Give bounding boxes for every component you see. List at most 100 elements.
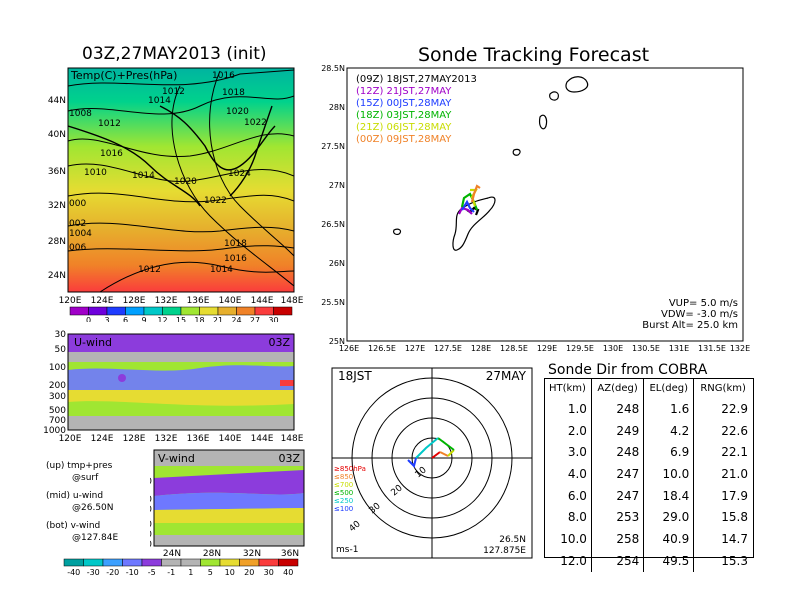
colorbar-swatch [258, 558, 279, 567]
island-outline [452, 196, 496, 251]
pressure-tick: 700 [49, 416, 66, 426]
table-cell: 12.0 [560, 553, 587, 568]
table-cell: 21.0 [693, 463, 752, 485]
v-wind-time: 03Z [278, 452, 300, 465]
lat-tick: 28N [329, 103, 345, 112]
table-cell: 10.0 [643, 463, 694, 485]
colorbar-swatch [69, 306, 89, 316]
colorbar-swatch [141, 558, 162, 567]
table-cell: 4.2 [643, 419, 694, 442]
table-row: 4.0 247 10.0 21.0 [544, 463, 752, 485]
contour-label: 1024 [228, 169, 251, 179]
table-cell: 249 [590, 419, 644, 442]
lon-tick: 126E [339, 344, 359, 352]
table-cell: 1.0 [567, 401, 587, 416]
lon-tick: 129.5E [566, 344, 594, 352]
contour-label: 1016 [212, 71, 235, 81]
contour-label: 1016 [100, 149, 123, 159]
lat-tick: 26N [329, 259, 345, 268]
table-cell: 22.1 [693, 441, 752, 464]
pressure-tick: 30 [55, 330, 67, 340]
isobar-contour [68, 95, 294, 115]
contour-label: 1016 [224, 254, 247, 264]
lat-tick: 26.5N [321, 220, 345, 229]
lon-tick: 128E [123, 296, 146, 306]
note-bot-level: @127.84E [72, 533, 119, 543]
lon-tick: 148E [281, 296, 304, 306]
left-title: 03Z,27MAY2013 (init) [82, 44, 267, 64]
colorbar-swatch [199, 306, 219, 316]
pressure-tick: 50 [55, 345, 67, 355]
colorbar-label: 40 [283, 568, 293, 577]
lon-tick: 120E [59, 434, 82, 444]
island-outline [565, 76, 589, 93]
lon-tick: 120E [59, 296, 82, 306]
colorbar-label: 10 [225, 568, 235, 577]
colorbar-swatch [88, 306, 108, 316]
pressure-tick: 300 [150, 505, 152, 515]
table-header: HT(km) [548, 382, 586, 394]
polar-legend: ≥850hPa≤850≤700≤500≤250≤100 [334, 465, 366, 513]
lon-tick: 148E [281, 434, 304, 444]
isobar-contour [68, 222, 294, 233]
contour-label: 006 [69, 243, 86, 253]
colorbar-label: 15 [176, 316, 186, 322]
lat-tick: 32N [243, 549, 261, 558]
colorbar-label: 21 [213, 316, 223, 322]
lat-tick: 25.5N [321, 298, 345, 307]
colorbar-label: 30 [268, 316, 278, 322]
colorbar-swatch [239, 558, 260, 567]
pressure-tick: 200 [150, 495, 152, 505]
lon-tick: 129E [537, 344, 557, 352]
polar-time: 18JST [338, 369, 372, 383]
colorbar-label: 20 [244, 568, 254, 577]
lat-tick: 36N [281, 549, 299, 558]
colorbar-swatch [83, 558, 104, 567]
lon-tick: 131.5E [698, 344, 726, 352]
v-wind-panel: V-wind 03Z 100 200 300 500 700 1000 24N … [150, 449, 305, 558]
track-legend-item: (00Z) 09JST,28MAY [356, 134, 452, 145]
table-row: 12.0 254 49.5 15.3 [544, 549, 752, 572]
coastline [229, 105, 273, 197]
table-cell: 15.3 [693, 549, 752, 572]
colorbar-swatch [125, 306, 145, 316]
lon-tick: 130.5E [632, 344, 660, 352]
colorbar-label: 0 [86, 316, 91, 322]
isobar-contour [171, 85, 294, 287]
table-cell: 22.6 [693, 419, 752, 442]
table-cell: 1.6 [643, 398, 694, 420]
lon-tick: 140E [219, 434, 242, 444]
temperature-colorbar: 0 3 6 9 12 15 18 21 24 27 30 [69, 306, 293, 322]
pressure-tick: 300 [49, 392, 66, 402]
burst-alt-text: Burst Alt= 25.0 km [642, 320, 738, 331]
colorbar-label: 27 [250, 316, 260, 322]
table-cell: 49.5 [643, 549, 694, 572]
lat-tick: 40N [48, 130, 66, 140]
lon-tick: 128.5E [500, 344, 528, 352]
lon-tick: 132E [155, 434, 178, 444]
colorbar-swatch [254, 306, 274, 316]
colorbar-swatch [217, 306, 237, 316]
polar-legend-item: ≥850hPa [334, 465, 366, 473]
track-legend-item: (21Z) 06JST,28MAY [356, 122, 452, 133]
table-cell: 10.0 [560, 531, 587, 546]
contour-label: 1022 [204, 196, 227, 206]
panel-notes: (up) tmp+pres @surf (mid) u-wind @26.50N… [46, 460, 118, 544]
lat-tick: 24N [48, 271, 66, 281]
contour-label: 1014 [210, 265, 233, 275]
track-legend-item: (15Z) 00JST,28MAY [356, 98, 452, 109]
isobar-contour [209, 70, 294, 257]
colorbar-swatch [143, 306, 163, 316]
colorbar-label: 12 [157, 316, 167, 322]
colorbar-label: 6 [123, 316, 128, 322]
pressure-tick: 100 [150, 477, 152, 487]
contour-label: 1010 [84, 168, 107, 178]
colorbar-label: 24 [231, 316, 241, 322]
u-wind-label: U-wind [74, 336, 112, 349]
wind-colorbar: -40 -30 -20 -10 -5 -1 1 5 10 20 30 40 [63, 558, 299, 577]
contour-label: 1022 [244, 118, 267, 128]
lon-tick: 124E [91, 296, 114, 306]
track-21jst [458, 206, 473, 215]
lat-tick: 25N [329, 337, 345, 346]
colorbar-swatch [236, 306, 256, 316]
